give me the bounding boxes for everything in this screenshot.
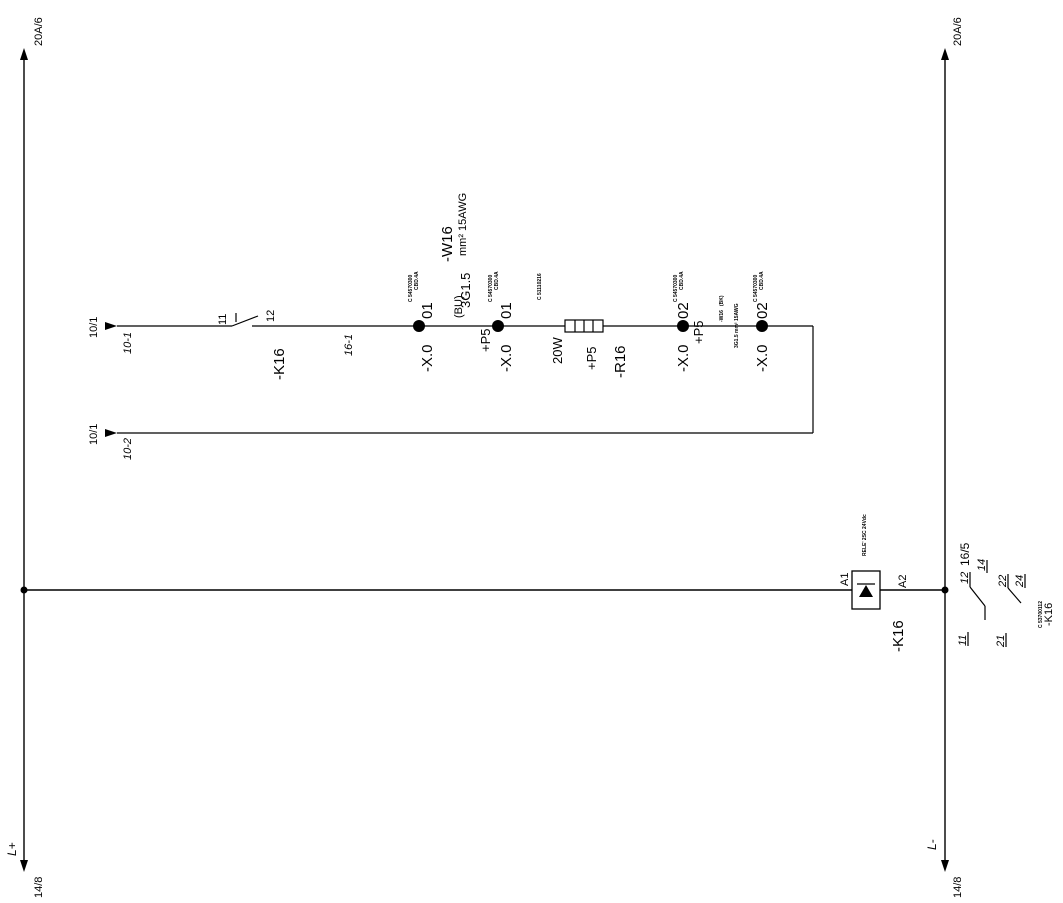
right-rail-label: L- (925, 839, 939, 850)
line-10-2-arrow-icon (105, 429, 117, 437)
contact-1-a: 12 (959, 572, 971, 584)
resistor-r16-power: 20W (550, 337, 565, 364)
terminal-x002a-part: C 54570300 (673, 275, 679, 302)
left-rail-label: L+ (5, 842, 19, 856)
right-rail-bottom-ref: 14/8 (952, 877, 964, 898)
cable-w16-tag: -W16 (439, 226, 456, 262)
line-10-1-arrow-icon (105, 322, 117, 330)
terminal-x002b-num: 02 (754, 302, 771, 319)
k16-contact: 11 12 -K16 (217, 310, 288, 380)
terminal-x002b-model: CBD.4A (759, 271, 765, 290)
terminal-x001b-model: CBD.4A (494, 271, 500, 290)
relay-a2: A2 (897, 575, 909, 588)
right-rail: 20A/6 14/8 L- (925, 17, 964, 898)
terminal-x001a: -X.0 01 C 54570300 CBD.4A (408, 271, 436, 372)
k16-contact-out: 12 (265, 310, 277, 322)
k16-contact-tag: -K16 (271, 348, 288, 380)
cable-w16-color: (BU) (453, 295, 465, 318)
terminal-x002b-part: C 54570300 (753, 275, 759, 302)
line-10-2-wire: 10-2 (122, 438, 134, 460)
relay-tag: -K16 (890, 620, 907, 652)
resistor-r16-tag: -R16 (612, 345, 629, 378)
relay-a1: A1 (839, 573, 851, 586)
line-10-1-ref: 10/1 (88, 317, 100, 338)
contact-table-part: C 53700112 (1038, 601, 1044, 628)
relay-diode-icon (859, 585, 873, 597)
cable-w16: -W16 (BU) 3G1.5 mm² 15AWG (439, 193, 473, 318)
cable-w16b-tag: -W16 (719, 310, 725, 322)
terminal-x001a-part: C 54570300 (408, 275, 414, 302)
contact-1-b: 14 (976, 559, 988, 571)
contact-1-c: 11 (957, 635, 969, 646)
k16-contact-table: 16/5 12 14 11 22 24 21 C 53700112 -K16 (957, 542, 1055, 648)
terminal-x001b-loc: +P5 (478, 329, 493, 353)
cable-w16b-color: (BK) (719, 295, 725, 306)
terminal-x002a-model: CBD.4A (679, 271, 685, 290)
relay-k16: A1 A2 -K16 RELE' 2SC 24Vdc (24, 514, 945, 652)
left-rail-bottom-ref: 14/8 (33, 877, 45, 898)
right-rail-bottom-arrow-icon (941, 860, 949, 872)
left-rail-bottom-arrow-icon (20, 860, 28, 872)
terminal-x002a-num: 02 (675, 302, 692, 319)
contact-2-c: 21 (995, 635, 1007, 648)
branch-10-1: 10/1 10-1 10/1 10-2 (88, 317, 814, 460)
terminal-x001b-part: C 54570300 (488, 275, 494, 302)
contact-table-ref: 16/5 (958, 542, 972, 566)
resistor-r16-loc: +P5 (584, 347, 599, 371)
terminal-x001a-tag: -X.0 (419, 344, 436, 372)
right-rail-top-arrow-icon (941, 48, 949, 60)
terminal-x001b-tag: -X.0 (498, 344, 515, 372)
contact-2-a: 22 (997, 575, 1009, 588)
terminal-x002a: -X.0 02 +P5 C 54570300 CBD.4A (673, 271, 706, 372)
resistor-r16: C 51110216 20W +P5 -R16 (537, 273, 629, 378)
cable-w16b: -W16 (BK) 3G1.5 mm² 15AWG (719, 295, 740, 348)
line-10-2-ref: 10/1 (88, 424, 100, 445)
contact-2-blade (1007, 587, 1022, 604)
relay-desc: RELE' 2SC 24Vdc (862, 514, 868, 556)
right-rail-top-ref: 20A/6 (952, 17, 964, 46)
terminal-x002b: -X.0 02 C 54570300 CBD.4A (753, 271, 771, 372)
terminal-x002a-loc: +P5 (691, 321, 706, 345)
contact-2-b: 24 (1014, 575, 1026, 588)
cable-w16b-spec: 3G1.5 mm² 15AWG (734, 303, 740, 348)
terminal-x001a-model: CBD.4A (414, 271, 420, 290)
left-rail-top-ref: 20A/6 (33, 17, 45, 46)
left-rail: 20A/6 14/8 L+ (5, 17, 45, 898)
k16-contact-in: 11 (217, 314, 229, 325)
contact-table-tag: -K16 (1043, 603, 1055, 626)
cable-w16-unit: mm² 15AWG (457, 193, 469, 256)
terminal-x001b-num: 01 (498, 302, 515, 319)
k16-contact-blade (231, 315, 259, 327)
terminal-x002a-tag: -X.0 (675, 344, 692, 372)
wire-16-1: 16-1 (343, 334, 355, 356)
resistor-r16-part: C 51110216 (537, 273, 543, 300)
terminal-x001a-num: 01 (419, 302, 436, 319)
left-rail-top-arrow-icon (20, 48, 28, 60)
line-10-1-wire: 10-1 (122, 332, 134, 354)
cable-w16-spec: 3G1.5 (458, 273, 473, 308)
terminal-x002b-tag: -X.0 (754, 344, 771, 372)
contact-1-blade (969, 586, 986, 607)
terminal-x001b: +P5 -X.0 01 C 54570300 CBD.4A (478, 271, 515, 372)
